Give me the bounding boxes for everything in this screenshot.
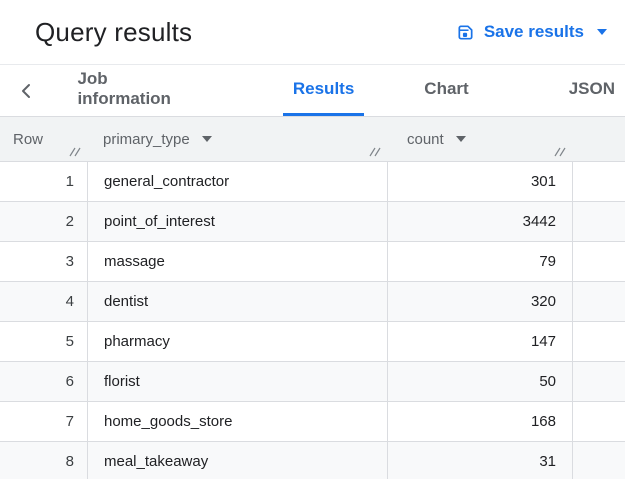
column-header-count-label: count (407, 130, 444, 148)
column-resize-handle-icon[interactable] (69, 147, 81, 157)
save-results-label: Save results (483, 22, 584, 41)
table-row: 2 point_of_interest 3442 (0, 202, 625, 242)
column-header-primary-type: primary_type (87, 117, 387, 161)
count-cell: 50 (387, 362, 572, 401)
row-number-cell: 7 (65, 413, 74, 430)
table-row: 8 meal_takeaway 31 (0, 442, 625, 479)
spacer-cell (572, 242, 625, 281)
save-results-button[interactable]: Save results (456, 22, 607, 42)
table-row: 4 dentist 320 (0, 282, 625, 322)
primary-type-cell: florist (87, 362, 387, 401)
tab-chart[interactable]: Chart (424, 79, 469, 98)
row-number-cell: 2 (65, 213, 74, 230)
count-cell: 31 (387, 442, 572, 479)
results-table-body: 1 general_contractor 301 2 point_of_inte… (0, 162, 625, 479)
count-cell: 3442 (387, 202, 572, 241)
row-number-cell: 4 (65, 293, 74, 310)
tabs-scroll-left-button[interactable] (14, 65, 37, 116)
tab-json[interactable]: JSON (568, 79, 615, 98)
spacer-cell (572, 202, 625, 241)
results-tabbar: Job information Results Chart JSON (0, 65, 625, 117)
count-cell: 147 (387, 322, 572, 361)
column-header-row-label: Row (13, 130, 44, 148)
count-cell: 301 (387, 162, 572, 201)
query-results-header: Query results Save results (0, 0, 625, 65)
primary-type-cell: point_of_interest (87, 202, 387, 241)
spacer-cell (572, 402, 625, 441)
primary-type-cell: home_goods_store (87, 402, 387, 441)
primary-type-cell: massage (87, 242, 387, 281)
primary-type-cell: meal_takeaway (87, 442, 387, 479)
column-menu-caret-icon[interactable] (201, 136, 212, 142)
results-table-header: Row primary_type count (0, 117, 625, 162)
count-cell: 168 (387, 402, 572, 441)
spacer-cell (572, 162, 625, 201)
column-header-spacer (572, 117, 625, 161)
table-row: 3 massage 79 (0, 242, 625, 282)
primary-type-cell: dentist (87, 282, 387, 321)
primary-type-cell: general_contractor (87, 162, 387, 201)
row-number-cell: 8 (65, 453, 74, 470)
count-cell: 79 (387, 242, 572, 281)
table-row: 6 florist 50 (0, 362, 625, 402)
column-header-row: Row (0, 117, 87, 161)
table-row: 5 pharmacy 147 (0, 322, 625, 362)
count-cell: 320 (387, 282, 572, 321)
column-header-count: count (387, 117, 572, 161)
spacer-cell (572, 322, 625, 361)
row-number-cell: 3 (65, 253, 74, 270)
column-resize-handle-icon[interactable] (369, 147, 381, 157)
tab-job-information[interactable]: Job information (77, 69, 171, 108)
row-number-cell: 1 (65, 173, 74, 190)
save-dropdown-caret-icon (597, 29, 607, 35)
primary-type-cell: pharmacy (87, 322, 387, 361)
row-number-cell: 6 (65, 373, 74, 390)
column-header-primary-type-label: primary_type (103, 130, 190, 148)
tab-results[interactable]: Results (282, 65, 365, 116)
spacer-cell (572, 362, 625, 401)
chevron-left-icon (21, 83, 31, 99)
page-title: Query results (35, 16, 193, 47)
spacer-cell (572, 442, 625, 479)
table-row: 1 general_contractor 301 (0, 162, 625, 202)
column-menu-caret-icon[interactable] (455, 136, 466, 142)
column-resize-handle-icon[interactable] (554, 147, 566, 157)
spacer-cell (572, 282, 625, 321)
row-number-cell: 5 (65, 333, 74, 350)
table-row: 7 home_goods_store 168 (0, 402, 625, 442)
save-icon (456, 23, 475, 42)
